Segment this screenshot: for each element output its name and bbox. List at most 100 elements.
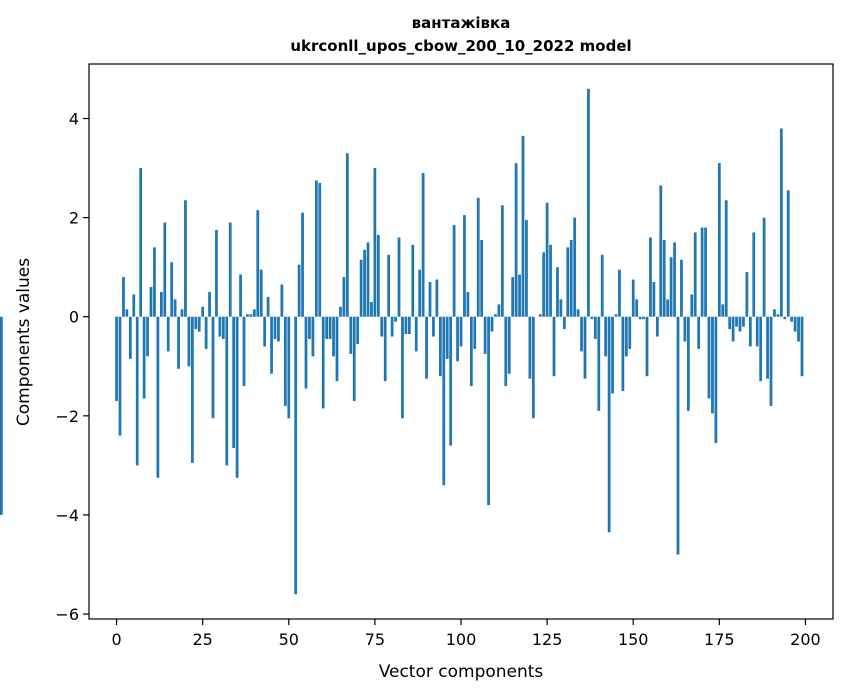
bar bbox=[452, 225, 456, 317]
bar bbox=[449, 316, 453, 446]
bar bbox=[652, 282, 656, 317]
bar bbox=[607, 316, 611, 533]
bar bbox=[649, 237, 652, 317]
bar bbox=[249, 314, 253, 317]
bar bbox=[215, 230, 218, 317]
bar bbox=[373, 168, 377, 317]
bar bbox=[246, 314, 249, 317]
y-tick-label: −4 bbox=[55, 506, 79, 525]
bar bbox=[473, 316, 477, 349]
bar bbox=[745, 272, 749, 317]
bar bbox=[511, 277, 515, 317]
bar bbox=[742, 316, 745, 327]
bar bbox=[342, 277, 346, 317]
bar bbox=[669, 257, 673, 317]
bar bbox=[597, 316, 601, 411]
bar bbox=[115, 316, 118, 401]
bar bbox=[359, 259, 363, 317]
chart-title: вантажівка bbox=[412, 14, 511, 32]
bar bbox=[773, 309, 776, 317]
bar bbox=[190, 316, 194, 463]
bar bbox=[566, 247, 570, 317]
y-axis-ticks: −6 −4 −2 0 2 4 bbox=[55, 110, 89, 624]
bar bbox=[518, 274, 521, 317]
bar bbox=[380, 316, 384, 337]
bar bbox=[297, 264, 301, 317]
bar bbox=[755, 316, 759, 347]
bar bbox=[759, 316, 763, 382]
bar bbox=[735, 316, 738, 327]
bar bbox=[717, 163, 721, 317]
bar bbox=[177, 316, 180, 369]
x-tick-label: 175 bbox=[704, 630, 735, 649]
bar bbox=[666, 299, 670, 317]
bar bbox=[711, 316, 714, 414]
bar bbox=[456, 316, 459, 362]
bar bbox=[252, 309, 256, 317]
bar bbox=[266, 296, 270, 317]
bar bbox=[779, 128, 783, 317]
bar bbox=[680, 259, 683, 317]
x-tick-label: 100 bbox=[446, 630, 477, 649]
bar bbox=[497, 304, 501, 317]
bar bbox=[766, 316, 769, 379]
bar bbox=[390, 316, 394, 337]
bar bbox=[166, 316, 170, 352]
bar bbox=[786, 190, 790, 317]
bar bbox=[445, 316, 449, 359]
bar bbox=[404, 316, 408, 335]
bar bbox=[673, 242, 676, 317]
bar bbox=[728, 316, 732, 330]
bar bbox=[562, 316, 566, 330]
bar bbox=[487, 316, 490, 506]
bar bbox=[139, 168, 143, 317]
bar bbox=[552, 316, 556, 377]
bar bbox=[194, 316, 198, 330]
bar bbox=[256, 210, 260, 317]
bar bbox=[500, 205, 504, 317]
bar bbox=[180, 309, 184, 317]
bar bbox=[569, 239, 573, 317]
x-axis-ticks: 0 25 50 75 100 125 150 175 200 bbox=[111, 619, 821, 649]
bar bbox=[235, 316, 239, 478]
bar bbox=[714, 316, 718, 444]
bar bbox=[514, 163, 518, 317]
bar bbox=[407, 316, 411, 335]
bar bbox=[311, 316, 315, 357]
bar bbox=[659, 185, 663, 317]
bar bbox=[432, 316, 435, 337]
x-axis-label: Vector components bbox=[379, 662, 544, 682]
x-tick-label: 0 bbox=[111, 630, 121, 649]
plot-frame bbox=[88, 63, 834, 620]
bar bbox=[232, 316, 236, 449]
bar bbox=[752, 232, 756, 317]
bar bbox=[273, 316, 277, 340]
bar bbox=[428, 282, 432, 317]
bar bbox=[411, 244, 415, 317]
bar bbox=[339, 306, 342, 317]
bar bbox=[476, 197, 480, 317]
bar bbox=[704, 227, 707, 317]
bar bbox=[418, 269, 422, 317]
x-tick-label: 50 bbox=[279, 630, 299, 649]
bar bbox=[356, 316, 360, 344]
bar bbox=[507, 316, 511, 374]
bar bbox=[556, 267, 559, 317]
bar bbox=[263, 316, 267, 347]
bar bbox=[394, 316, 397, 322]
bar bbox=[325, 316, 329, 340]
bar bbox=[628, 316, 632, 349]
bar bbox=[738, 316, 742, 332]
bar bbox=[366, 242, 370, 317]
bar bbox=[128, 316, 132, 359]
bar bbox=[731, 316, 735, 342]
bar bbox=[397, 237, 401, 317]
bar bbox=[593, 316, 597, 340]
y-tick-label: 2 bbox=[69, 209, 79, 228]
bar bbox=[401, 316, 404, 419]
bar bbox=[211, 316, 215, 419]
bar bbox=[349, 316, 353, 354]
bar bbox=[686, 316, 690, 411]
